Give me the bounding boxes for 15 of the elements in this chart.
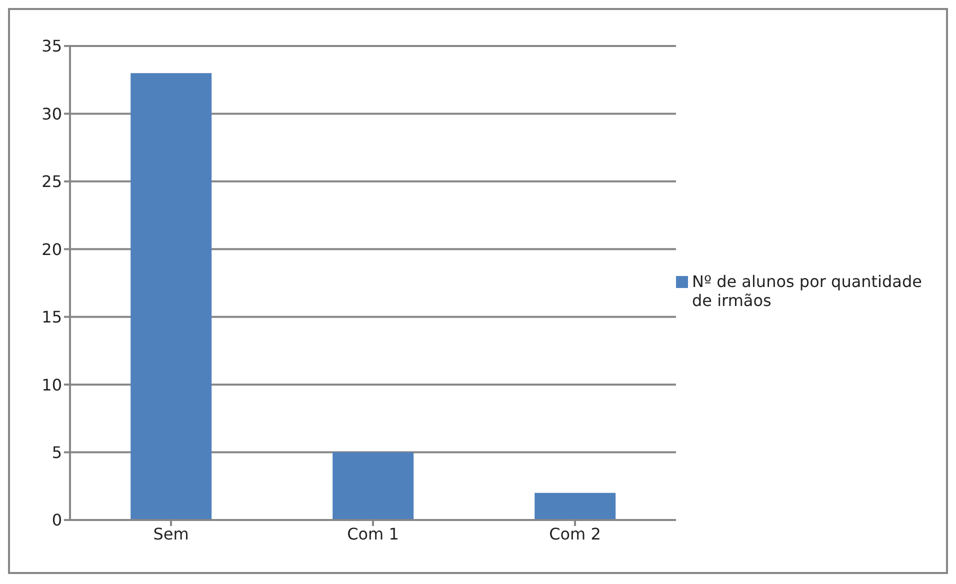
y-tick-label: 25 (42, 172, 62, 192)
y-tick-label: 5 (52, 442, 62, 462)
x-tick-label: Com 1 (347, 524, 399, 544)
y-tick-label: 0 (52, 510, 62, 530)
x-tick-label: Com 2 (549, 524, 601, 544)
y-tick-label: 10 (42, 375, 62, 394)
y-tick-label: 15 (42, 308, 62, 327)
x-tick-label: Sem (153, 524, 189, 544)
legend-label: Nº de alunos por quantidade de irmãos (692, 272, 923, 310)
y-tick-label: 20 (42, 240, 62, 259)
bar (332, 452, 414, 520)
bar (130, 73, 212, 520)
y-tick-label: 35 (42, 36, 62, 56)
bar (534, 492, 616, 520)
y-tick-label: 30 (42, 104, 62, 124)
